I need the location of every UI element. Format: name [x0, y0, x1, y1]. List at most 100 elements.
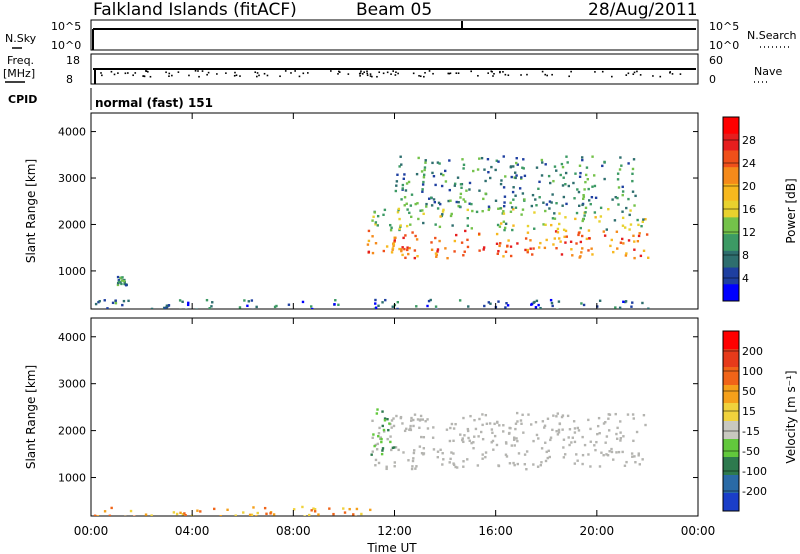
power-point — [575, 211, 579, 215]
power-point — [382, 213, 385, 217]
velocity-point — [381, 449, 384, 452]
velocity-point — [481, 453, 484, 456]
velocity-point — [637, 454, 640, 457]
power-point — [498, 225, 502, 228]
nave-point — [100, 72, 102, 74]
velocity-point — [432, 448, 436, 451]
velocity-point — [462, 440, 465, 444]
power-point — [647, 307, 650, 309]
velocity-point — [413, 413, 417, 416]
power-point — [565, 235, 569, 238]
power-point — [97, 300, 100, 304]
power-point — [459, 192, 463, 196]
power-point — [449, 214, 453, 218]
velocity-point — [514, 422, 518, 425]
power-point — [598, 299, 602, 302]
power-point — [579, 240, 583, 244]
nave-point — [636, 70, 638, 73]
velocity-point — [631, 413, 635, 416]
power-point — [497, 249, 500, 253]
velocity-point — [390, 426, 393, 429]
velocity-point — [374, 458, 378, 462]
power-point — [466, 238, 469, 242]
power-point — [460, 186, 463, 190]
power-point — [394, 189, 398, 193]
nave-point — [366, 72, 369, 75]
velocity-point — [252, 506, 255, 509]
power-point — [633, 204, 636, 207]
power-point — [413, 256, 417, 260]
power-point — [629, 209, 632, 212]
velocity-point — [484, 413, 488, 417]
power-point — [509, 165, 513, 169]
power-point — [405, 224, 409, 228]
power-point — [591, 155, 594, 158]
velocity-point — [226, 508, 229, 511]
power-point — [495, 242, 499, 245]
power-point — [610, 238, 613, 242]
velocity-point — [485, 422, 489, 425]
power-point — [632, 158, 636, 161]
velocity-point — [377, 432, 381, 435]
velocity-point — [541, 420, 545, 423]
power-point — [545, 238, 548, 242]
velocity-point — [133, 515, 136, 516]
nave-point — [378, 71, 381, 74]
velocity-point — [546, 456, 549, 460]
power-point — [581, 219, 584, 223]
power-point — [612, 250, 615, 254]
velocity-point — [573, 431, 577, 434]
power-point — [524, 237, 528, 240]
nave-point — [659, 75, 662, 78]
nave-point — [470, 70, 473, 73]
power-point — [423, 166, 427, 169]
velocity-point — [532, 439, 535, 443]
power-point — [556, 231, 560, 234]
power-point — [556, 227, 560, 231]
velocity-point — [469, 414, 472, 418]
velocity-point — [492, 448, 495, 451]
colorbar-swatch — [723, 385, 739, 404]
power-point — [504, 175, 507, 178]
nave-point — [432, 72, 434, 75]
power-point — [584, 173, 588, 177]
power-point — [438, 162, 441, 165]
velocity-point — [313, 510, 317, 513]
time-x-axis: 00:00 04:00 08:00 12:00 16:00 20:00 00:00 — [74, 113, 715, 538]
power-point — [165, 304, 169, 307]
nave-point — [127, 72, 129, 74]
power-point — [496, 252, 499, 256]
velocity-point — [183, 512, 186, 515]
power-point — [574, 172, 577, 175]
power-point — [559, 240, 562, 243]
nave-point — [669, 71, 672, 73]
velocity-point — [589, 440, 592, 443]
velocity-point — [386, 437, 389, 441]
power-point — [504, 306, 507, 309]
velocity-point — [555, 429, 558, 433]
power-point — [415, 305, 418, 308]
power-point — [533, 211, 536, 214]
velocity-point — [462, 460, 465, 463]
velocity-point — [450, 422, 454, 426]
power-point — [438, 225, 442, 229]
nave-point — [171, 74, 173, 77]
power-point — [401, 183, 405, 187]
velocity-point — [490, 441, 493, 444]
velocity-point — [495, 443, 499, 447]
power-point — [484, 179, 487, 183]
power-point — [562, 228, 566, 232]
velocity-point — [380, 440, 383, 444]
velocity-point — [544, 459, 548, 463]
power-point — [627, 239, 631, 242]
power-point — [487, 301, 491, 304]
velocity-point — [376, 408, 379, 411]
power-point — [561, 204, 564, 207]
power-point — [551, 304, 554, 308]
y-tick-label: 4000 — [58, 126, 86, 139]
power-point — [251, 308, 254, 309]
power-point — [398, 165, 401, 168]
velocity-point — [310, 509, 313, 512]
power-point — [471, 209, 474, 213]
velocity-point — [473, 435, 476, 438]
